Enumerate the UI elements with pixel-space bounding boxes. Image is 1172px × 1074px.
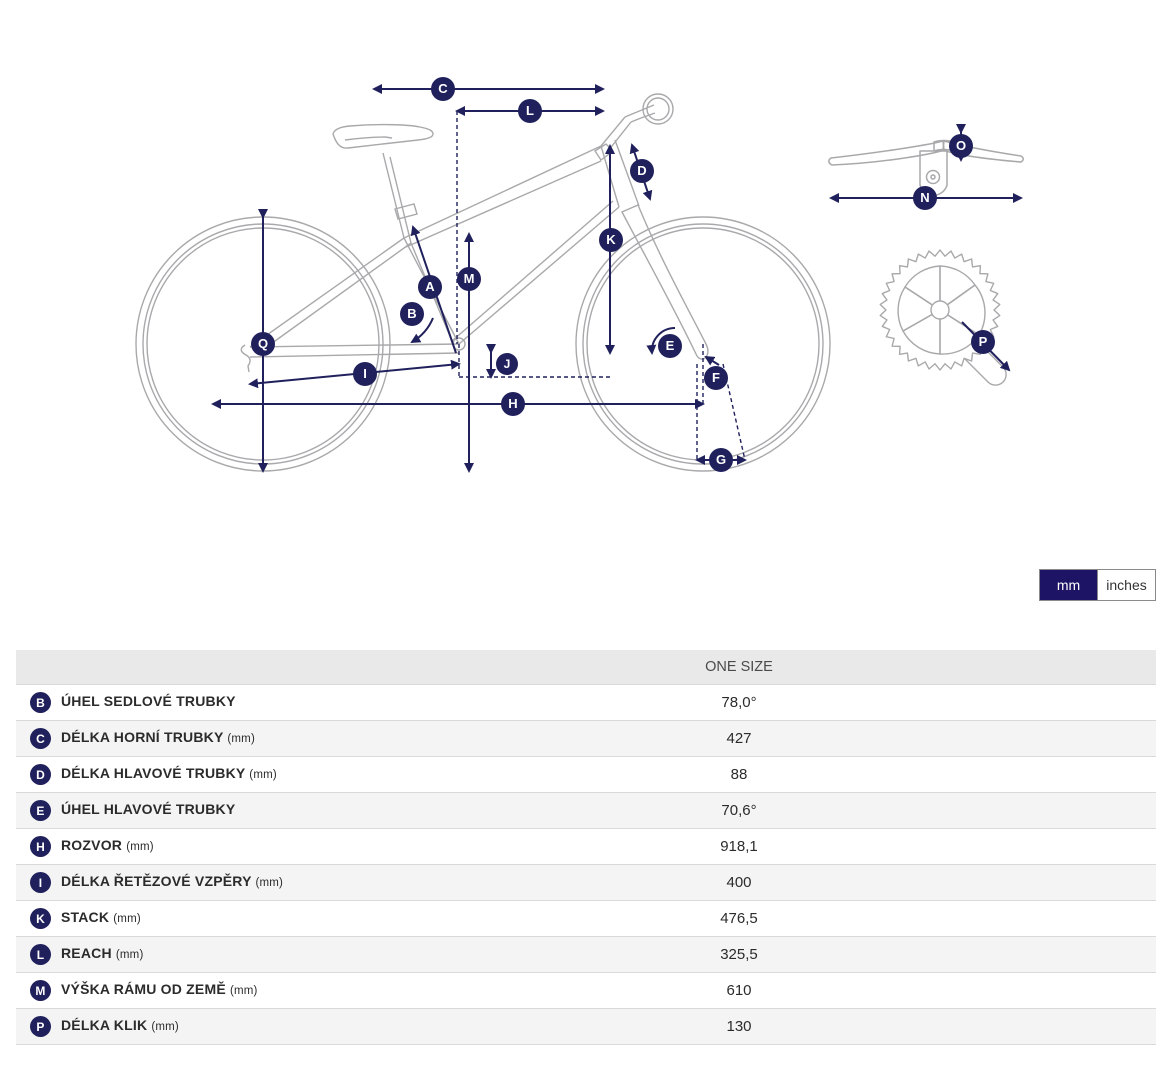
svg-text:A: A (425, 279, 435, 294)
svg-text:I: I (363, 366, 367, 381)
svg-text:J: J (504, 357, 511, 371)
svg-text:M: M (464, 271, 475, 286)
svg-text:F: F (712, 370, 720, 385)
svg-text:B: B (407, 306, 416, 321)
svg-text:D: D (637, 163, 646, 178)
svg-text:L: L (526, 103, 534, 118)
svg-text:H: H (508, 396, 517, 411)
svg-text:K: K (606, 232, 616, 247)
svg-text:C: C (438, 81, 448, 96)
svg-text:Q: Q (258, 336, 268, 351)
svg-text:E: E (666, 338, 675, 353)
svg-text:O: O (956, 138, 966, 153)
svg-text:G: G (716, 452, 726, 467)
svg-text:P: P (979, 334, 988, 349)
svg-text:N: N (920, 190, 929, 205)
